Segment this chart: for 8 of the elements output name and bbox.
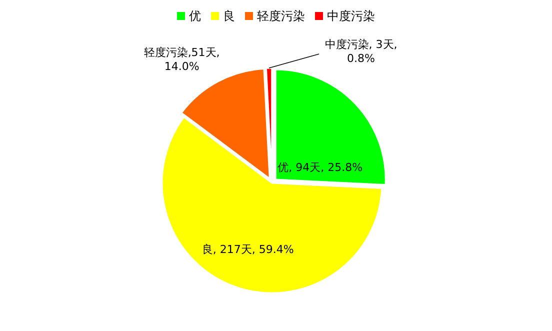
legend-label: 优 <box>189 9 201 23</box>
data-label: 优, 94天, 25.8% <box>278 161 364 175</box>
data-label: 中度污染, 3天, 0.8% <box>324 38 398 66</box>
legend-label: 中度污染 <box>327 9 375 23</box>
data-label: 轻度污染,51天, 14.0% <box>142 46 221 74</box>
legend-label: 良 <box>223 9 235 23</box>
legend-label: 轻度污染 <box>257 9 305 23</box>
data-label: 良, 217天, 59.4% <box>200 243 295 258</box>
